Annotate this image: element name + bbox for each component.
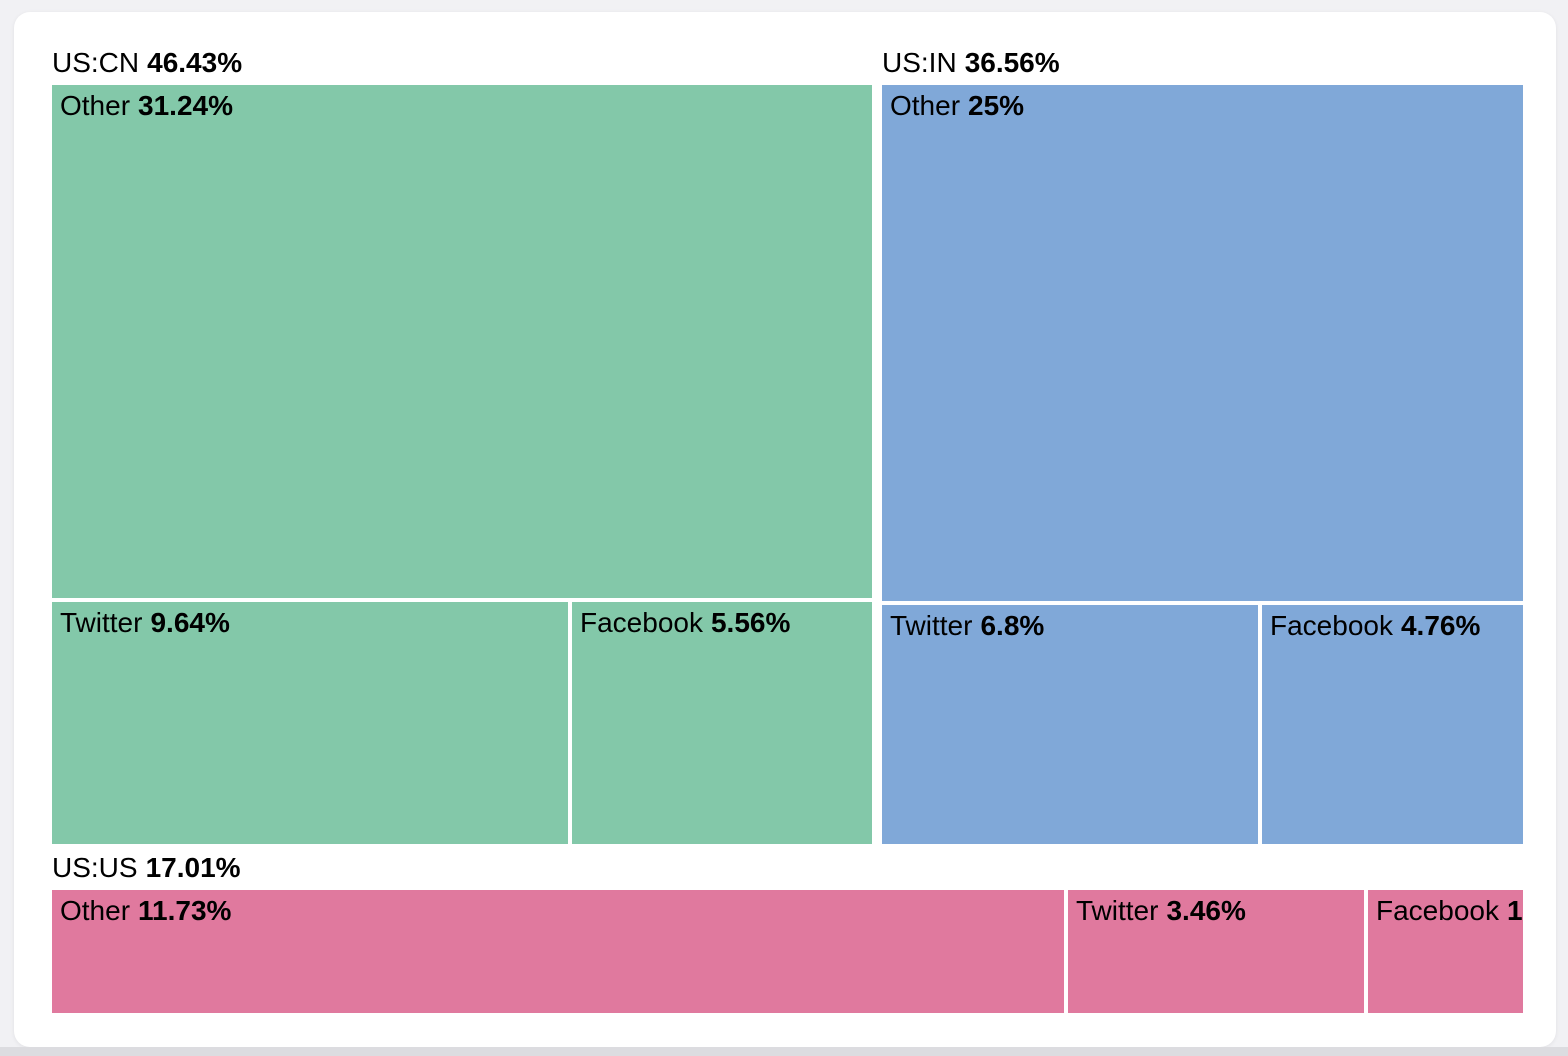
treemap-cell-us-cn-twitter[interactable]: Twitter 9.64% — [52, 602, 568, 844]
treemap-cell-us-cn-facebook[interactable]: Facebook 5.56% — [572, 602, 872, 844]
group-label-us-us: US:US 17.01% — [52, 851, 241, 885]
window-edge-strip — [0, 1047, 1568, 1056]
cell-name: Facebook — [1376, 895, 1499, 926]
treemap-cell-us-cn-other[interactable]: Other 31.24% — [52, 85, 872, 598]
group-name: US:US — [52, 852, 138, 883]
cell-name: Facebook — [1270, 610, 1393, 641]
cell-name: Twitter — [890, 610, 973, 641]
cell-name: Other — [890, 90, 961, 121]
group-percent: 46.43% — [147, 47, 243, 78]
treemap-cell-us-in-facebook[interactable]: Facebook 4.76% — [1262, 605, 1523, 844]
group-percent: 17.01% — [145, 852, 241, 883]
group-label-us-in: US:IN 36.56% — [882, 46, 1060, 80]
group-name: US:CN — [52, 47, 140, 78]
cell-name: Other — [60, 90, 131, 121]
cell-name: Twitter — [60, 607, 143, 638]
cell-name: Facebook — [580, 607, 703, 638]
cell-percent: 11.73% — [138, 895, 232, 926]
group-percent: 36.56% — [964, 47, 1060, 78]
treemap-cell-us-us-facebook[interactable]: Facebook 1.81% — [1368, 890, 1523, 1013]
cell-percent: 25% — [968, 90, 1025, 121]
cell-percent: 3.46% — [1166, 895, 1246, 926]
treemap-cell-us-in-twitter[interactable]: Twitter 6.8% — [882, 605, 1258, 844]
cell-percent: 5.56% — [710, 607, 791, 638]
group-name: US:IN — [882, 47, 957, 78]
cell-percent: 31.24% — [138, 90, 233, 121]
cell-percent: 4.76% — [1400, 610, 1481, 641]
cell-percent: 1.81% — [1506, 895, 1523, 926]
cell-percent: 6.8% — [980, 610, 1045, 641]
treemap-chart-card: US:CN 46.43% Other 31.24% Twitter 9.64% Fac… — [14, 12, 1556, 1047]
treemap-cell-us-us-twitter[interactable]: Twitter 3.46% — [1068, 890, 1364, 1013]
cell-name: Other — [60, 895, 131, 926]
treemap-cell-us-us-other[interactable]: Other 11.73% — [52, 890, 1064, 1013]
cell-percent: 9.64% — [150, 607, 230, 638]
treemap-cell-us-in-other[interactable]: Other 25% — [882, 85, 1523, 601]
group-label-us-cn: US:CN 46.43% — [52, 46, 242, 80]
cell-name: Twitter — [1076, 895, 1159, 926]
